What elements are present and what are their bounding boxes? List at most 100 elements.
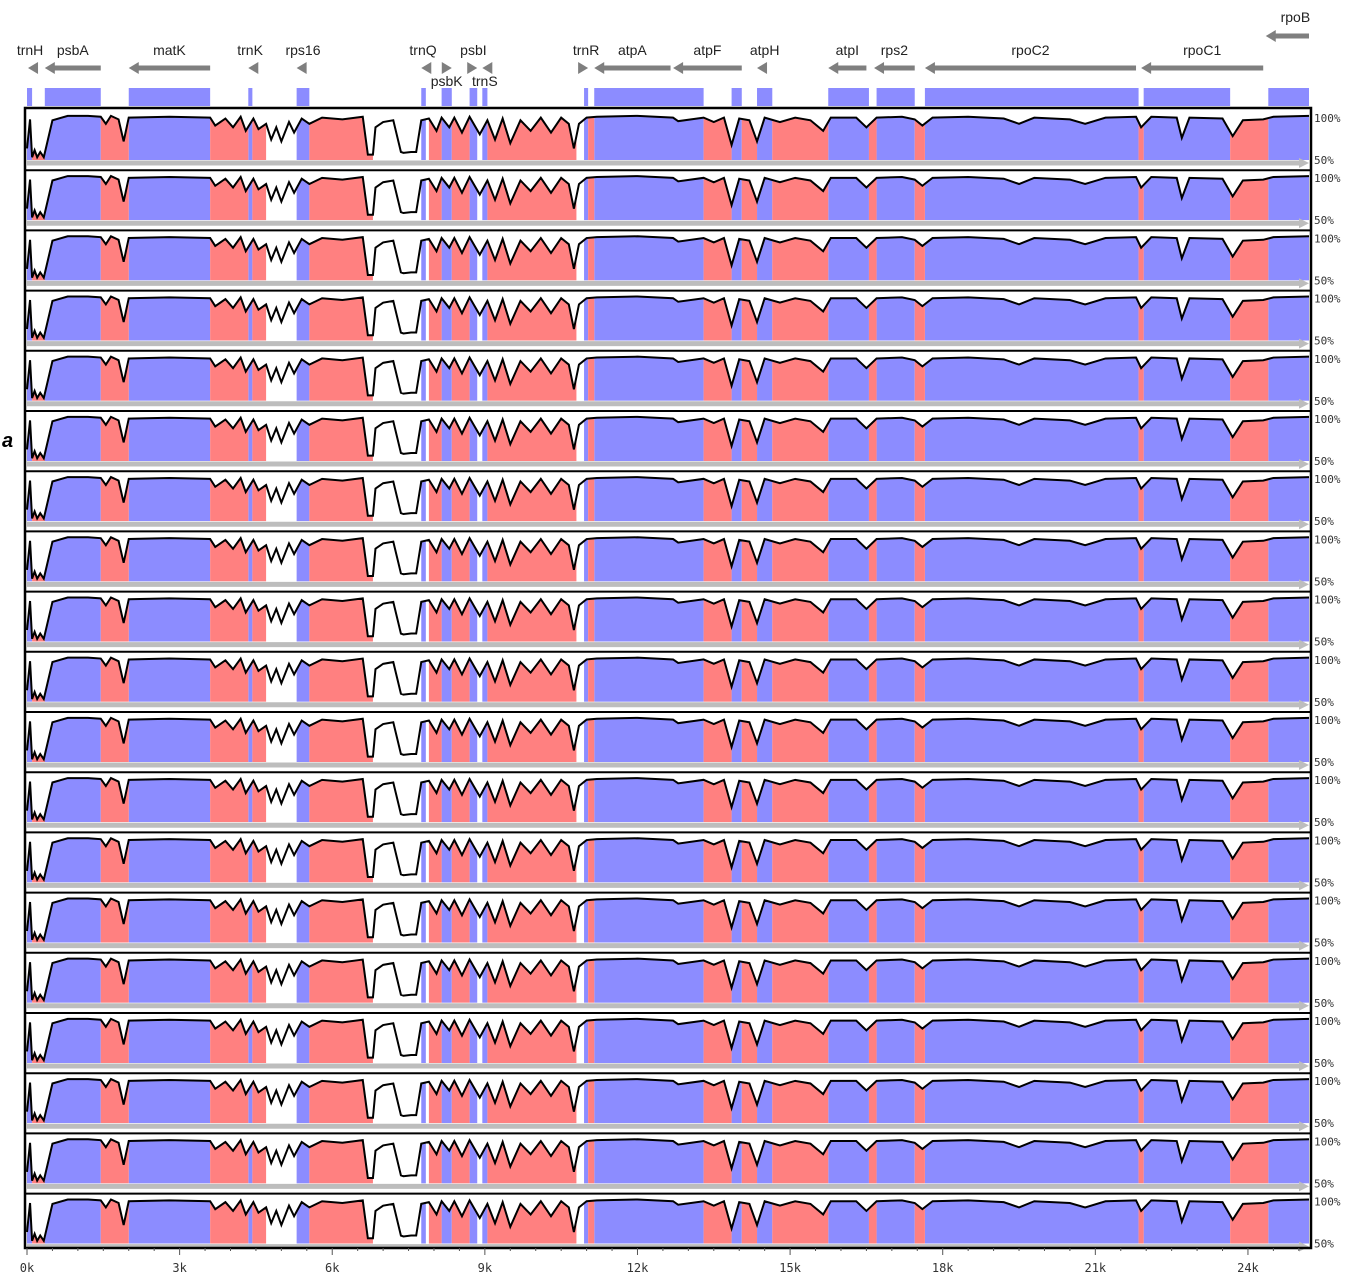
identity-track: 100% 50% [26, 110, 1341, 171]
exon-region [469, 714, 478, 762]
exon-marker [876, 88, 915, 106]
exon-region [584, 653, 589, 702]
exon-region [876, 834, 915, 883]
identity-track: 100% 50% [25, 1192, 1341, 1254]
noncoding-region [1138, 714, 1144, 762]
exon-region [924, 593, 1139, 642]
track-baseline-head [1299, 639, 1309, 650]
gene-arrow-head [467, 62, 478, 74]
noncoding-region [914, 292, 925, 341]
identity-curve [26, 355, 1310, 401]
noncoding-region [1138, 292, 1144, 341]
exon-region [731, 292, 742, 341]
exon-region [1268, 533, 1309, 582]
y-tick-label-100: 100% [1314, 112, 1341, 125]
exon-region [421, 1015, 426, 1063]
y-tick-label-50: 50% [1314, 997, 1334, 1010]
exon-region [421, 954, 426, 1003]
x-axis: 0k 3k 6k 9k 12k 15k 18k 21k 24k [20, 1248, 1300, 1275]
exon-region [584, 1015, 589, 1063]
noncoding-region [588, 413, 595, 461]
exon-region [469, 1015, 478, 1063]
exon-region [27, 112, 33, 160]
y-tick-label-100: 100% [1314, 172, 1341, 185]
noncoding-region [588, 112, 595, 160]
exon-region [924, 653, 1139, 702]
noncoding-region [868, 653, 877, 702]
track-baseline-head [1299, 760, 1309, 770]
exon-region [876, 1075, 915, 1124]
exon-region [128, 834, 211, 883]
y-tick-label-100: 100% [1314, 594, 1341, 607]
y-tick-label-100: 100% [1314, 955, 1341, 968]
exon-region [924, 834, 1139, 883]
exon-region [924, 232, 1139, 281]
identity-track: 100% 50% [25, 289, 1341, 351]
y-tick-label-50: 50% [1314, 1117, 1334, 1130]
gene-arrow-head [441, 62, 452, 74]
exon-region [248, 593, 253, 642]
exon-region [421, 894, 426, 943]
exon-region [482, 714, 488, 762]
panel-letter: a [2, 430, 13, 452]
noncoding-region [868, 232, 877, 281]
gene-label: trnS [472, 73, 498, 89]
exon-region [128, 1135, 211, 1184]
noncoding-region [914, 1195, 925, 1244]
exon-region [128, 352, 211, 401]
exon-region [421, 774, 426, 823]
y-tick-label-50: 50% [1314, 274, 1334, 287]
exon-region [441, 834, 452, 883]
exon-region [27, 413, 33, 461]
noncoding-region [588, 533, 595, 582]
gene-label: atpI [836, 42, 859, 58]
y-tick-label-50: 50% [1314, 756, 1334, 769]
exon-region [1268, 1195, 1309, 1244]
noncoding-region [588, 714, 595, 762]
identity-curve [26, 475, 1310, 521]
identity-track: 100% 50% [25, 650, 1341, 712]
exon-region [876, 473, 915, 522]
exon-region [482, 352, 488, 401]
noncoding-region [914, 894, 925, 943]
exon-region [469, 1195, 478, 1244]
noncoding-region [1138, 894, 1144, 943]
exon-region [584, 172, 589, 221]
gene-label: atpA [618, 42, 647, 58]
exon-region [441, 1195, 452, 1244]
noncoding-region [1138, 954, 1144, 1003]
y-tick-label-100: 100% [1314, 895, 1341, 908]
exon-region [27, 593, 33, 642]
exon-region [731, 352, 742, 401]
identity-track: 100% 50% [25, 831, 1341, 893]
exon-region [1268, 1135, 1309, 1184]
exon-region [128, 1195, 211, 1244]
exon-region [876, 232, 915, 281]
exon-region [876, 1195, 915, 1244]
noncoding-region [868, 112, 877, 160]
exon-region [731, 774, 742, 823]
exon-region [876, 1135, 915, 1184]
exon-region [482, 1135, 488, 1184]
x-tick-label: 0k [20, 1261, 35, 1275]
exon-region [482, 954, 488, 1003]
exon-region [924, 714, 1139, 762]
exon-region [1268, 1075, 1309, 1124]
exon-region [248, 1135, 253, 1184]
exon-region [248, 473, 253, 522]
exon-region [876, 954, 915, 1003]
exon-region [1268, 112, 1309, 160]
exon-region [128, 894, 211, 943]
y-tick-label-50: 50% [1314, 816, 1334, 829]
exon-region [469, 533, 478, 582]
noncoding-region [914, 593, 925, 642]
track-baseline-head [1299, 699, 1309, 710]
noncoding-region [868, 413, 877, 461]
noncoding-region [914, 774, 925, 823]
identity-track: 100% 50% [25, 1072, 1341, 1134]
gene-label: rpoB [1281, 9, 1311, 25]
noncoding-region [1138, 533, 1144, 582]
gene-arrow-head [1265, 30, 1276, 42]
exon-region [584, 714, 589, 762]
noncoding-region [1138, 834, 1144, 883]
